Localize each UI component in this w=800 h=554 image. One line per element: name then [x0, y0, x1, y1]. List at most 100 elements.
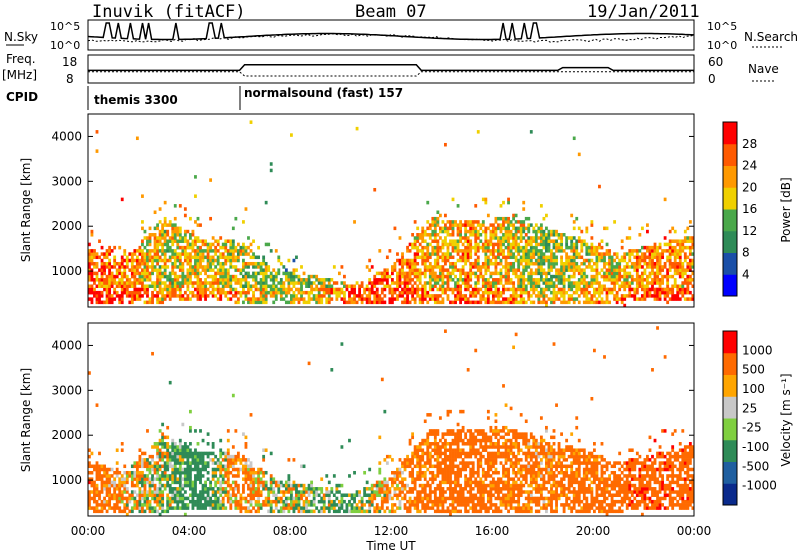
heatmap-cell — [214, 294, 218, 298]
heatmap-cell — [545, 245, 548, 250]
heatmap-cell — [396, 252, 399, 256]
heatmap-cell — [128, 470, 132, 475]
heatmap-cell — [272, 274, 276, 279]
heatmap-cell — [370, 490, 374, 494]
heatmap-cell — [189, 451, 192, 456]
heatmap-cell — [603, 278, 606, 282]
heatmap-cell — [529, 287, 533, 292]
heatmap-cell — [681, 274, 685, 279]
heatmap-cell — [171, 496, 175, 501]
heatmap-cell — [254, 470, 258, 475]
heatmap-cell — [262, 278, 266, 282]
heatmap-cell — [141, 287, 144, 292]
heatmap-cell — [438, 503, 442, 507]
heatmap-cell — [257, 503, 260, 507]
heatmap-cell — [201, 255, 205, 260]
heatmap-cell — [428, 274, 432, 279]
heatmap-cell — [178, 438, 182, 443]
heatmap-cell — [148, 470, 152, 475]
heatmap-cell — [110, 496, 114, 501]
heatmap-cell — [133, 503, 137, 507]
heatmap-cell — [244, 445, 248, 449]
heatmap-cell — [158, 429, 162, 433]
heatmap-cell — [368, 297, 372, 301]
heatmap-cell — [219, 290, 223, 295]
heatmap-cell — [408, 278, 412, 282]
heatmap-cell — [474, 284, 478, 288]
heatmap-cell — [456, 223, 460, 227]
heatmap-cell — [539, 223, 543, 227]
heatmap-cell — [539, 268, 543, 272]
heatmap-cell — [100, 300, 104, 305]
heatmap-cell — [555, 297, 558, 301]
heatmap-cell — [378, 281, 382, 285]
heatmap-cell — [196, 464, 200, 469]
heatmap-cell — [229, 239, 233, 243]
heatmap-cell — [663, 297, 667, 301]
heatmap-cell — [171, 271, 175, 276]
heatmap-cell — [189, 265, 192, 269]
heatmap-cell — [421, 506, 425, 510]
heatmap-cell — [572, 268, 576, 272]
heatmap-cell — [214, 249, 218, 253]
heatmap-cell — [211, 451, 215, 456]
heatmap-cell — [135, 268, 139, 272]
heatmap-cell — [158, 451, 162, 456]
heatmap-cell — [295, 496, 298, 501]
heatmap-cell — [189, 442, 192, 446]
heatmap-cell — [426, 413, 430, 417]
heatmap-cell — [176, 239, 180, 243]
heatmap-cell — [691, 236, 695, 240]
heatmap-cell — [426, 483, 430, 488]
heatmap-cell — [269, 506, 273, 510]
heatmap-cell — [221, 287, 225, 292]
heatmap-cell — [290, 493, 293, 497]
heatmap-cell — [567, 278, 571, 282]
heatmap-cell — [128, 496, 132, 501]
heatmap-cell — [373, 290, 377, 295]
heatmap-cell — [446, 287, 450, 292]
heatmap-cell — [497, 287, 500, 292]
heatmap-cell — [421, 290, 425, 295]
heatmap-cell — [95, 252, 99, 256]
heatmap-cell — [166, 233, 170, 237]
heatmap-cell — [247, 274, 250, 279]
heatmap-cell — [502, 242, 505, 247]
heatmap-cell — [143, 483, 147, 488]
heatmap-cell — [671, 265, 675, 269]
heatmap-cell — [476, 268, 480, 272]
heatmap-cell — [239, 506, 243, 510]
heatmap-cell — [686, 284, 690, 288]
heatmap-cell — [151, 480, 154, 485]
heatmap-cell — [413, 290, 417, 295]
heatmap-cell — [163, 249, 167, 253]
heatmap-cell — [638, 233, 642, 237]
heatmap-cell — [176, 496, 180, 501]
heatmap-cell — [146, 294, 149, 298]
heatmap-cell — [173, 236, 177, 240]
heatmap-cell — [514, 213, 518, 218]
heatmap-cell — [673, 281, 677, 285]
heatmap-cell — [320, 477, 324, 481]
heatmap-cell — [287, 490, 291, 494]
heatmap-cell — [593, 249, 596, 253]
heatmap-cell — [176, 278, 180, 282]
heatmap-cell — [125, 258, 129, 263]
heatmap-cell — [570, 265, 574, 269]
heatmap-cell — [244, 245, 248, 250]
heatmap-cell — [264, 297, 268, 301]
heatmap-cell — [441, 470, 445, 475]
heatmap-cell — [143, 487, 147, 491]
heatmap-cell — [509, 287, 513, 292]
heatmap-cell — [416, 255, 420, 260]
heatmap-cell — [522, 287, 526, 292]
heatmap-cell — [671, 274, 675, 279]
heatmap-cell — [418, 477, 422, 481]
heatmap-cell — [398, 493, 402, 497]
heatmap-cell — [590, 258, 594, 263]
y-tick-label: 2000 — [51, 219, 82, 233]
heatmap-cell — [302, 499, 306, 504]
heatmap-cell — [153, 265, 157, 269]
heatmap-cell — [403, 258, 407, 263]
heatmap-cell — [332, 281, 336, 285]
